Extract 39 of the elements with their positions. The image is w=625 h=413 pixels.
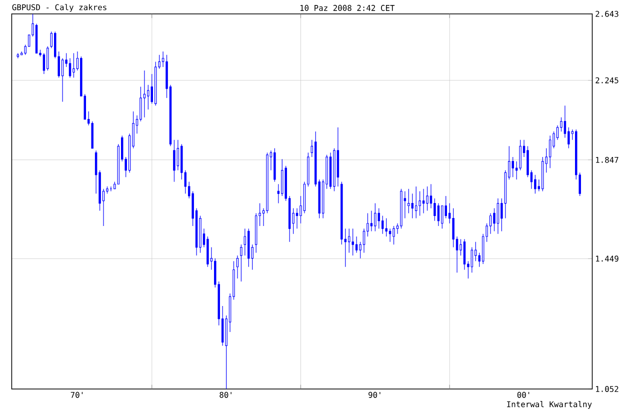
candlestick [370,210,373,232]
candlestick [61,58,64,102]
candlestick [418,190,421,216]
candlestick [422,188,425,214]
candlestick [434,198,436,222]
candlestick [519,140,522,171]
candlestick [378,208,380,229]
candlestick [411,193,414,219]
candlestick [392,226,395,245]
candlestick [385,218,388,237]
candlestick [452,208,454,248]
candlestick [68,58,72,78]
candlestick [240,244,242,282]
candlestick [46,46,49,71]
candlestick [72,52,75,78]
candlestick [173,140,176,182]
candlestick [140,86,142,122]
candlestick [496,198,500,234]
candlestick [352,228,354,256]
candlestick [374,203,376,232]
candlestick [512,156,514,178]
candlestick [408,188,410,214]
candlestick [534,174,536,194]
candlestick [176,140,180,171]
candlestick [381,216,384,234]
candlestick [355,236,358,254]
candlestick [244,228,246,256]
candlestick [348,228,350,254]
candlestick [489,212,492,234]
candlestick [548,135,552,168]
candlestick [463,238,466,270]
candlestick [470,247,474,274]
candlestick [414,186,418,219]
candlestick [426,186,428,212]
candlestick [236,255,239,279]
candlestick [441,206,444,229]
candlestick [281,158,284,196]
candlestick [147,84,150,110]
candlestick [143,70,146,118]
